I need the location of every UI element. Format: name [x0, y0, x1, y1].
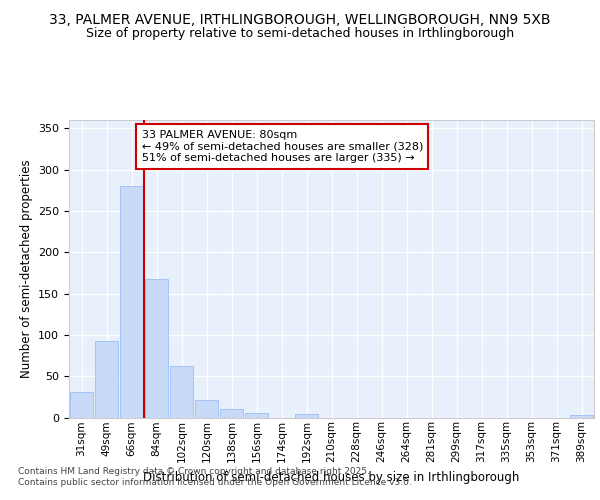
Bar	[195, 400, 218, 417]
Text: Size of property relative to semi-detached houses in Irthlingborough: Size of property relative to semi-detach…	[86, 28, 514, 40]
X-axis label: Distribution of semi-detached houses by size in Irthlingborough: Distribution of semi-detached houses by …	[143, 470, 520, 484]
Bar	[145, 278, 168, 417]
Bar	[95, 340, 118, 417]
Bar	[570, 415, 593, 418]
Bar	[120, 186, 143, 418]
Bar	[245, 414, 268, 418]
Text: 33, PALMER AVENUE, IRTHLINGBOROUGH, WELLINGBOROUGH, NN9 5XB: 33, PALMER AVENUE, IRTHLINGBOROUGH, WELL…	[49, 12, 551, 26]
Text: 33 PALMER AVENUE: 80sqm
← 49% of semi-detached houses are smaller (328)
51% of s: 33 PALMER AVENUE: 80sqm ← 49% of semi-de…	[142, 130, 423, 163]
Bar	[170, 366, 193, 418]
Text: Contains HM Land Registry data © Crown copyright and database right 2025.
Contai: Contains HM Land Registry data © Crown c…	[18, 468, 412, 487]
Bar	[220, 409, 243, 418]
Bar	[295, 414, 318, 418]
Y-axis label: Number of semi-detached properties: Number of semi-detached properties	[20, 160, 32, 378]
Bar	[70, 392, 93, 417]
